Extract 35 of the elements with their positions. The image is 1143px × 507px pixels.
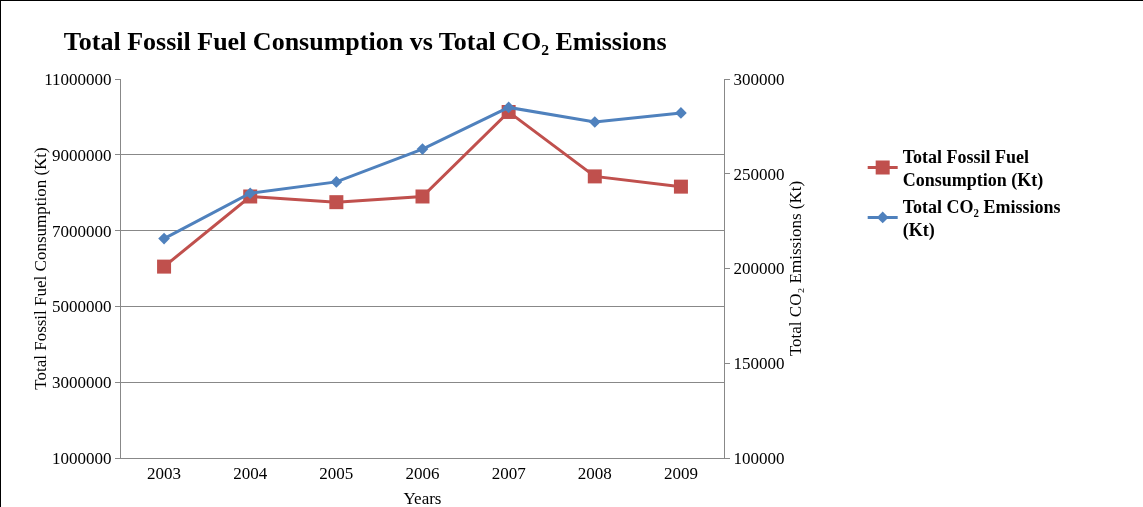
y-tick-label: 7000000 [52, 221, 112, 241]
point [415, 189, 430, 204]
x-tick-label: 2007 [491, 464, 527, 484]
point [157, 259, 172, 274]
x-tick-label: 2006 [405, 464, 440, 484]
chart-title: Total Fossil Fuel Consumption vs Total CO₂ Emissions [63, 26, 667, 56]
point [416, 143, 429, 155]
legend-label: Total Fossil Fuel Consumption (Kt) [902, 146, 1044, 192]
y2-tick-label: 250000 [733, 164, 785, 184]
y-axis-title: Total Fossil Fuel Consumption (Kt) [31, 147, 51, 390]
y2-tick-label: 150000 [733, 354, 785, 374]
point [329, 195, 344, 210]
x-tick-label: 2004 [233, 464, 268, 484]
x-tick-label: 2005 [319, 464, 354, 484]
y-tick-label: 11000000 [44, 69, 112, 89]
x-tick-label: 2009 [663, 464, 698, 484]
point [502, 101, 515, 114]
y2-tick-label: 200000 [733, 259, 785, 279]
legend-label: Total CO₂ Emissions (Kt) [902, 196, 1061, 242]
y2-tick-label: 100000 [733, 448, 785, 468]
y2-axis-title: Total CO₂ Emissions (Kt) [786, 180, 806, 357]
y-tick-label: 1000000 [52, 448, 112, 468]
y-tick-label: 3000000 [52, 373, 112, 393]
y-tick-label: 9000000 [52, 145, 112, 165]
point [675, 107, 687, 119]
point [158, 232, 170, 245]
x-axis-title: Years [403, 489, 442, 507]
x-tick-label: 2003 [147, 464, 182, 484]
point [330, 176, 343, 188]
y2-tick-label: 300000 [733, 69, 785, 89]
y-tick-label: 5000000 [52, 297, 112, 317]
point [673, 179, 688, 194]
x-tick-label: 2008 [577, 464, 612, 484]
point [587, 169, 602, 184]
point [588, 116, 601, 128]
